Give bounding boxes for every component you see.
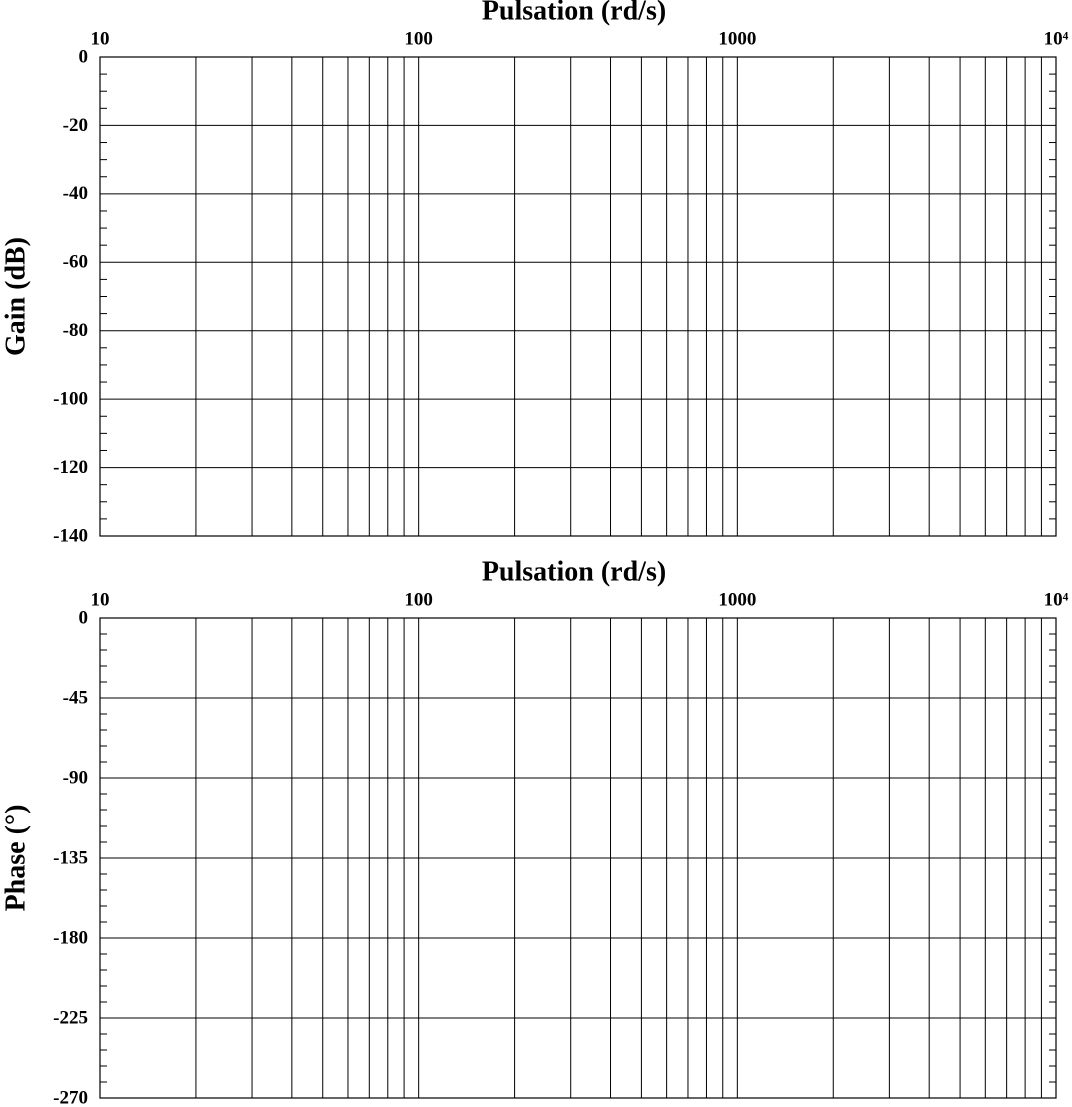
- y-tick-label: -180: [53, 927, 88, 948]
- x-tick-label: 100: [404, 589, 433, 610]
- y-tick-label: -40: [63, 183, 88, 204]
- y-tick-label: 0: [79, 46, 89, 67]
- y-tick-label: -135: [53, 847, 88, 868]
- x-tick-label: 1000: [718, 28, 756, 49]
- y-tick-label: -120: [53, 457, 88, 478]
- y-tick-label: -100: [53, 389, 88, 410]
- x-tick-label: 1000: [718, 589, 756, 610]
- y-tick-label: -140: [53, 525, 88, 546]
- y-tick-label: -225: [53, 1007, 88, 1028]
- y-tick-label: -270: [53, 1087, 88, 1107]
- y-tick-label: -60: [63, 252, 88, 273]
- y-tick-label: 0: [79, 607, 89, 628]
- x-tick-label: 10: [91, 28, 110, 49]
- x-tick-label: 10: [91, 589, 110, 610]
- y-tick-label: -80: [63, 320, 88, 341]
- plot-frame: [99, 56, 1057, 537]
- x-axis-label: Pulsation (rd/s): [482, 556, 666, 587]
- y-axis-label: Gain (dB): [0, 237, 31, 356]
- x-tick-label: 10⁴: [1044, 589, 1069, 610]
- x-axis-label: Pulsation (rd/s): [482, 0, 666, 26]
- x-tick-label: 100: [404, 28, 433, 49]
- y-tick-label: -90: [63, 767, 88, 788]
- y-axis-label: Phase (°): [0, 805, 31, 912]
- y-tick-label: -20: [63, 115, 88, 136]
- y-tick-label: -45: [63, 687, 88, 708]
- x-tick-label: 10⁴: [1044, 28, 1069, 49]
